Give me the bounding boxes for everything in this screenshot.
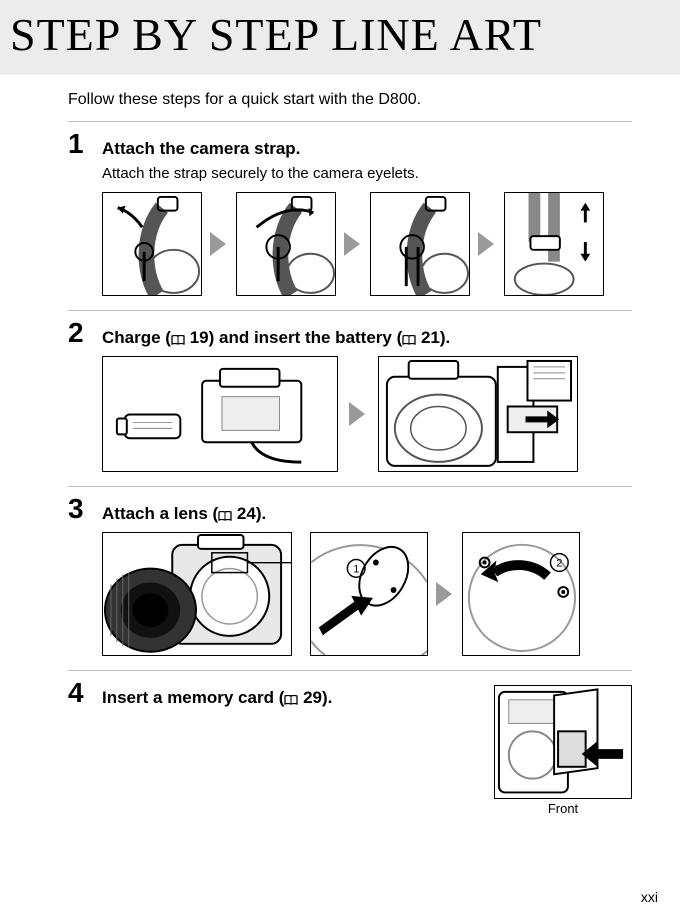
diagram-panel xyxy=(102,356,338,472)
page-content: Follow these steps for a quick start wit… xyxy=(0,75,680,820)
diagram-panel xyxy=(378,356,578,472)
page-ref-icon xyxy=(171,330,185,350)
page-ref-icon xyxy=(402,330,416,350)
step-number: 4 xyxy=(68,677,84,709)
lens-align-diagram-icon: 1 xyxy=(311,533,427,655)
strap-diagram-1-icon xyxy=(103,193,201,295)
step-3: 3 Attach a lens ( 24). xyxy=(68,487,632,670)
svg-text:1: 1 xyxy=(353,563,359,575)
page-ref: 19 xyxy=(185,328,209,347)
step-subtitle: Attach the strap securely to the camera … xyxy=(102,165,632,182)
text: ) and insert the battery ( xyxy=(209,328,403,347)
step-title: Charge ( 19) and insert the battery ( 21… xyxy=(102,328,632,350)
memory-card-diagram-icon xyxy=(495,686,631,798)
step-title: Attach a lens ( 24). xyxy=(102,504,632,526)
panel-caption: Front xyxy=(494,801,632,816)
page-number: xxi xyxy=(641,889,658,905)
arrow-separator-icon xyxy=(342,224,364,264)
page-banner: STEP BY STEP LINE ART xyxy=(0,0,680,75)
step-2: 2 Charge ( 19) and insert the battery ( … xyxy=(68,311,632,486)
step2-panels xyxy=(102,356,632,472)
diagram-panel xyxy=(370,192,470,296)
arrow-separator-icon xyxy=(434,574,456,614)
strap-diagram-2-icon xyxy=(237,193,335,295)
step4-panel-wrap: Front xyxy=(494,685,632,816)
diagram-panel xyxy=(504,192,604,296)
charger-diagram-icon xyxy=(103,357,337,472)
strap-diagram-4-icon xyxy=(505,193,603,295)
page-ref: 21 xyxy=(416,328,440,347)
step-number: 1 xyxy=(68,128,84,160)
intro-text: Follow these steps for a quick start wit… xyxy=(68,91,632,109)
lens-rotate-diagram-icon: 2 xyxy=(463,533,579,655)
step1-panels xyxy=(102,192,632,296)
svg-text:2: 2 xyxy=(556,557,562,569)
diagram-panel: 2 xyxy=(462,532,580,656)
step-1: 1 Attach the camera strap. Attach the st… xyxy=(68,122,632,310)
text: Attach a lens ( xyxy=(102,504,218,523)
diagram-panel xyxy=(236,192,336,296)
text: ). xyxy=(440,328,450,347)
text: ). xyxy=(256,504,266,523)
text: Insert a memory card ( xyxy=(102,688,284,707)
battery-insert-diagram-icon xyxy=(379,357,577,472)
text: ). xyxy=(322,688,332,707)
diagram-panel xyxy=(494,685,632,799)
step3-panels: 1 2 xyxy=(102,532,632,656)
arrow-separator-icon xyxy=(476,224,498,264)
diagram-panel: 1 xyxy=(310,532,428,656)
page-ref: 29 xyxy=(298,688,322,707)
step-number: 2 xyxy=(68,317,84,349)
banner-title: STEP BY STEP LINE ART xyxy=(10,9,542,60)
strap-diagram-3-icon xyxy=(371,193,469,295)
step-title: Insert a memory card ( 29). xyxy=(102,688,332,710)
arrow-separator-icon xyxy=(208,224,230,264)
step-4: 4 Insert a memory card ( 29). Front xyxy=(68,671,632,820)
arrow-separator-icon xyxy=(344,394,372,434)
diagram-panel xyxy=(102,192,202,296)
page-ref: 24 xyxy=(232,504,256,523)
page-ref-icon xyxy=(284,690,298,710)
diagram-panel xyxy=(102,532,292,656)
text: Charge ( xyxy=(102,328,171,347)
step-title: Attach the camera strap. xyxy=(102,139,632,159)
page-ref-icon xyxy=(218,506,232,526)
camera-lens-diagram-icon xyxy=(103,533,291,656)
step-number: 3 xyxy=(68,493,84,525)
